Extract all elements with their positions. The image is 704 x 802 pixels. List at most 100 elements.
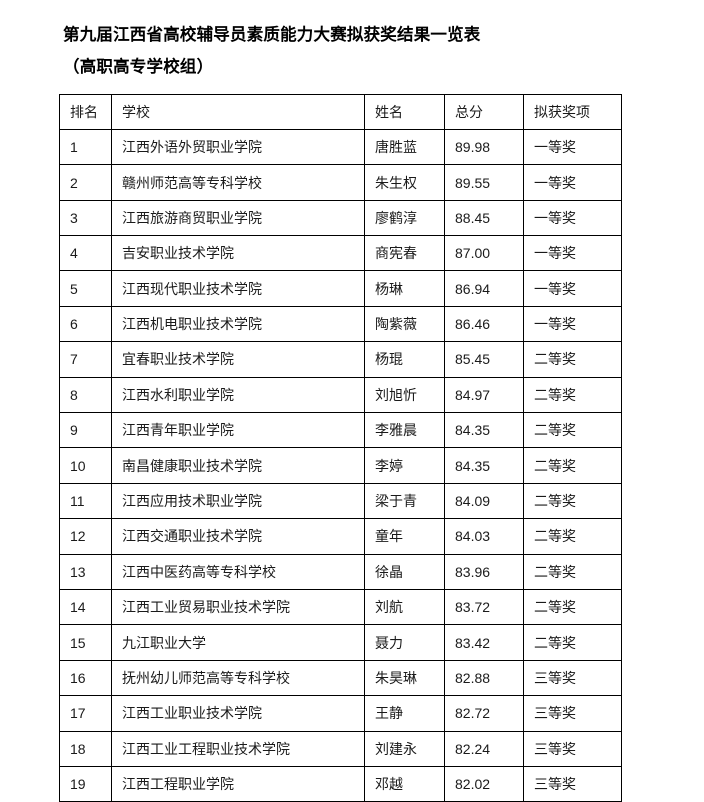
table-body: 1 江西外语外贸职业学院 唐胜蓝 89.98 一等奖 2 赣州师范高等专科学校 朱生权 89.5… [59, 128, 622, 802]
column-header-name: 姓名 [364, 93, 445, 130]
table-row: 10 南昌健康职业技术学院 李婷 84.35 二等奖 [59, 447, 622, 484]
table-row: 13 江西中医药高等专科学校 徐晶 83.96 二等奖 [59, 553, 622, 591]
cell-school: 江西工业工程职业技术学院 [111, 730, 365, 767]
cell-school: 吉安职业技术学院 [111, 235, 365, 272]
table-row: 14 江西工业贸易职业技术学院 刘航 83.72 二等奖 [59, 588, 622, 626]
cell-name: 刘旭忻 [364, 376, 445, 414]
cell-award: 一等奖 [523, 305, 622, 343]
cell-rank: 17 [59, 695, 112, 732]
cell-rank: 7 [59, 341, 112, 378]
cell-school: 江西工业贸易职业技术学院 [111, 588, 365, 626]
cell-rank: 12 [59, 518, 112, 555]
cell-rank: 2 [59, 164, 112, 201]
column-header-award: 拟获奖项 [523, 93, 622, 130]
table-row: 15 九江职业大学 聂力 83.42 二等奖 [59, 624, 622, 661]
cell-score: 86.46 [444, 305, 524, 343]
table-row: 1 江西外语外贸职业学院 唐胜蓝 89.98 一等奖 [59, 128, 622, 166]
cell-school: 江西水利职业学院 [111, 376, 365, 414]
cell-score: 85.45 [444, 341, 524, 378]
cell-name: 杨琳 [364, 270, 445, 307]
cell-score: 84.97 [444, 376, 524, 414]
cell-award: 二等奖 [523, 624, 622, 661]
cell-award: 二等奖 [523, 341, 622, 378]
column-header-score: 总分 [444, 93, 524, 130]
cell-award: 二等奖 [523, 518, 622, 555]
cell-name: 陶紫薇 [364, 305, 445, 343]
cell-award: 一等奖 [523, 235, 622, 272]
cell-school: 江西机电职业技术学院 [111, 305, 365, 343]
cell-score: 83.72 [444, 588, 524, 626]
cell-rank: 5 [59, 270, 112, 307]
cell-school: 抚州幼儿师范高等专科学校 [111, 659, 365, 697]
cell-name: 朱昊琳 [364, 659, 445, 697]
cell-school: 江西青年职业学院 [111, 412, 365, 449]
cell-school: 江西外语外贸职业学院 [111, 128, 365, 166]
cell-award: 三等奖 [523, 695, 622, 732]
cell-rank: 19 [59, 765, 112, 802]
cell-score: 84.09 [444, 482, 524, 520]
cell-rank: 1 [59, 128, 112, 166]
cell-name: 刘航 [364, 588, 445, 626]
cell-name: 朱生权 [364, 164, 445, 201]
cell-name: 杨琨 [364, 341, 445, 378]
cell-name: 邓越 [364, 765, 445, 802]
cell-score: 83.42 [444, 624, 524, 661]
cell-rank: 4 [59, 235, 112, 272]
cell-school: 江西交通职业技术学院 [111, 518, 365, 555]
cell-award: 一等奖 [523, 164, 622, 201]
cell-school: 江西工程职业学院 [111, 765, 365, 802]
award-results-table: 排名 学校 姓名 总分 拟获奖项 1 江西外语外贸职业学院 唐胜蓝 89.98 一等奖 2… [59, 93, 622, 802]
cell-rank: 13 [59, 553, 112, 591]
table-row: 9 江西青年职业学院 李雅晨 84.35 二等奖 [59, 412, 622, 449]
cell-score: 84.35 [444, 412, 524, 449]
cell-rank: 15 [59, 624, 112, 661]
table-header-row: 排名 学校 姓名 总分 拟获奖项 [59, 93, 622, 130]
table-row: 16 抚州幼儿师范高等专科学校 朱昊琳 82.88 三等奖 [59, 659, 622, 697]
cell-school: 江西旅游商贸职业学院 [111, 199, 365, 237]
cell-award: 二等奖 [523, 447, 622, 484]
column-header-rank: 排名 [59, 93, 112, 130]
cell-name: 王静 [364, 695, 445, 732]
cell-rank: 18 [59, 730, 112, 767]
page-title: 第九届江西省高校辅导员素质能力大赛拟获奖结果一览表 [63, 26, 481, 44]
table-row: 19 江西工程职业学院 邓越 82.02 三等奖 [59, 765, 622, 802]
cell-award: 二等奖 [523, 376, 622, 414]
cell-award: 三等奖 [523, 659, 622, 697]
cell-school: 江西应用技术职业学院 [111, 482, 365, 520]
cell-award: 二等奖 [523, 553, 622, 591]
cell-name: 廖鹤淳 [364, 199, 445, 237]
cell-score: 89.98 [444, 128, 524, 166]
cell-school: 赣州师范高等专科学校 [111, 164, 365, 201]
table-row: 6 江西机电职业技术学院 陶紫薇 86.46 一等奖 [59, 305, 622, 343]
cell-rank: 8 [59, 376, 112, 414]
cell-school: 江西中医药高等专科学校 [111, 553, 365, 591]
table-row: 8 江西水利职业学院 刘旭忻 84.97 二等奖 [59, 376, 622, 414]
cell-award: 二等奖 [523, 412, 622, 449]
cell-score: 88.45 [444, 199, 524, 237]
column-header-school: 学校 [111, 93, 365, 130]
cell-name: 梁于青 [364, 482, 445, 520]
table-row: 5 江西现代职业技术学院 杨琳 86.94 一等奖 [59, 270, 622, 307]
cell-award: 一等奖 [523, 199, 622, 237]
cell-school: 江西工业职业技术学院 [111, 695, 365, 732]
table-header: 排名 学校 姓名 总分 拟获奖项 [59, 93, 622, 130]
award-table-container: 排名 学校 姓名 总分 拟获奖项 1 江西外语外贸职业学院 唐胜蓝 89.98 一等奖 2… [0, 93, 704, 802]
table-row: 11 江西应用技术职业学院 梁于青 84.09 二等奖 [59, 482, 622, 520]
cell-name: 刘建永 [364, 730, 445, 767]
cell-name: 唐胜蓝 [364, 128, 445, 166]
cell-school: 九江职业大学 [111, 624, 365, 661]
cell-score: 89.55 [444, 164, 524, 201]
cell-rank: 6 [59, 305, 112, 343]
cell-name: 童年 [364, 518, 445, 555]
table-row: 4 吉安职业技术学院 商宪春 87.00 一等奖 [59, 235, 622, 272]
cell-award: 一等奖 [523, 128, 622, 166]
page-subtitle: （高职高专学校组） [63, 58, 214, 77]
cell-score: 84.35 [444, 447, 524, 484]
cell-score: 82.88 [444, 659, 524, 697]
title-block: 第九届江西省高校辅导员素质能力大赛拟获奖结果一览表 （高职高专学校组） [0, 0, 704, 79]
cell-rank: 10 [59, 447, 112, 484]
table-row: 18 江西工业工程职业技术学院 刘建永 82.24 三等奖 [59, 730, 622, 767]
cell-school: 宜春职业技术学院 [111, 341, 365, 378]
cell-award: 三等奖 [523, 765, 622, 802]
table-row: 17 江西工业职业技术学院 王静 82.72 三等奖 [59, 695, 622, 732]
